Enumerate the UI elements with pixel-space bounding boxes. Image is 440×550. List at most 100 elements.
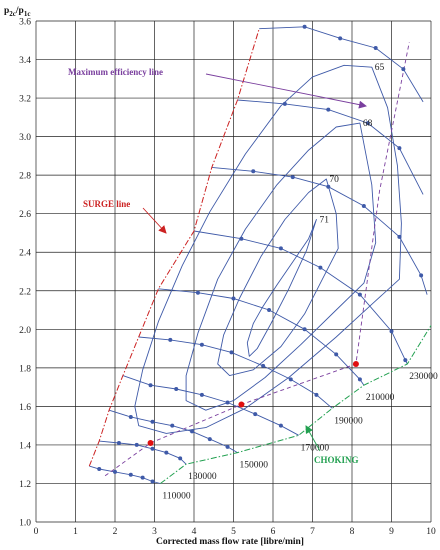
speed-line-label: 230000 (409, 372, 438, 382)
speed-line-point (225, 400, 230, 405)
speed-line-label: 210000 (366, 393, 395, 403)
y-tick-label: 3.2 (19, 95, 31, 105)
speed-line-point (318, 265, 323, 270)
speed-line-point (357, 377, 362, 382)
speed-line-point (134, 442, 139, 447)
x-tick-label: 3 (152, 527, 157, 537)
x-axis-title: Corrected mass flow rate [libre/min] (156, 537, 304, 547)
x-tick-label: 0 (34, 527, 39, 537)
y-tick-label: 1.8 (19, 364, 31, 374)
speed-line-point (174, 387, 179, 392)
efficiency-contours (134, 64, 402, 434)
x-tick-label: 7 (310, 527, 315, 537)
speed-line-point (128, 472, 133, 477)
speed-line (138, 336, 333, 409)
speed-line-point (140, 475, 145, 480)
speed-line (259, 26, 424, 103)
max-efficiency-label: Maximum efficiency line (68, 67, 163, 77)
surge-line (88, 28, 260, 467)
speed-line-label: 150000 (239, 461, 268, 471)
y-tick-label: 2.2 (19, 287, 31, 297)
speed-line-point (267, 308, 272, 313)
max-efficiency-line (104, 42, 410, 477)
speed-lines (89, 26, 428, 484)
speed-line-point (373, 45, 378, 50)
speed-line-point (128, 414, 133, 419)
efficiency-contour (217, 178, 339, 377)
speed-line-point (401, 67, 406, 72)
speed-line-markers (97, 24, 424, 484)
y-tick-label: 1.6 (19, 403, 31, 413)
speed-line (237, 99, 424, 195)
speed-line (99, 440, 187, 465)
speed-line-point (290, 175, 295, 180)
max-efficiency-arrow (205, 73, 367, 109)
curve-labels: 110000 130000 150000 170000 190000 210000 2300… (162, 63, 438, 501)
y-tick-label: 3.4 (19, 56, 31, 66)
speed-line-point (150, 446, 155, 451)
efficiency-contour-label: 71 (319, 215, 329, 225)
y-tick-label: 3.0 (19, 133, 31, 143)
speed-line-point (251, 169, 256, 174)
x-tick-label: 8 (350, 527, 355, 537)
speed-line-point (361, 203, 366, 208)
speed-line-point (365, 121, 370, 126)
efficiency-contour (185, 122, 377, 411)
speed-line (122, 375, 299, 436)
x-tick-label: 6 (271, 527, 276, 537)
speed-line-point (326, 184, 331, 189)
x-tick-label: 10 (426, 527, 436, 537)
speed-line-point (261, 363, 266, 368)
speed-line-point (302, 24, 307, 29)
speed-line-point (170, 423, 175, 428)
speed-line-point (113, 469, 117, 474)
speed-line-point (278, 423, 283, 428)
speed-line-point (168, 337, 173, 342)
speed-line-point (357, 292, 362, 297)
efficiency-contour-label: 70 (329, 175, 339, 185)
speed-line-point (282, 101, 287, 106)
speed-line-label: 130000 (188, 472, 217, 482)
speed-line-point (229, 350, 234, 355)
choking-label: CHOKING (314, 455, 359, 465)
speed-line-point (419, 273, 424, 278)
y-tick-label: 3.6 (19, 18, 31, 28)
choking-line (160, 325, 432, 484)
speed-line-point (397, 234, 402, 239)
speed-line-point (97, 467, 102, 472)
speed-line-point (178, 456, 183, 461)
speed-line-point (148, 383, 153, 388)
speed-line (108, 409, 238, 453)
operating-points (147, 360, 359, 446)
speed-line-point (150, 479, 155, 484)
speed-line-point (288, 377, 293, 382)
efficiency-contour-label: 68 (363, 119, 373, 129)
y-axis-title: p2c/p1c (4, 6, 30, 18)
y-tick-label: 1.0 (19, 519, 31, 529)
speed-line-point (403, 358, 408, 363)
x-tick-label: 9 (389, 527, 394, 537)
y-tick-label: 1.4 (19, 441, 31, 451)
y-tick-label: 2.6 (19, 210, 31, 220)
operating-point (352, 360, 359, 367)
operating-point (147, 439, 154, 446)
speed-line-point (150, 419, 155, 424)
x-tick-label: 5 (231, 527, 236, 537)
speed-line-point (278, 246, 283, 251)
operating-point (238, 401, 245, 408)
speed-line-point (207, 437, 212, 442)
speed-line-point (253, 412, 258, 417)
grid-layer (35, 20, 432, 523)
y-tick-label: 2.8 (19, 172, 31, 182)
efficiency-contour (246, 219, 317, 357)
speed-line-point (164, 450, 169, 455)
speed-line-label: 110000 (162, 491, 190, 501)
speed-line-point (314, 392, 319, 397)
speed-line-label: 170000 (301, 443, 330, 453)
speed-line (158, 288, 365, 386)
speed-line-point (389, 329, 394, 334)
speed-line-point (199, 342, 204, 347)
y-tick-label: 2.0 (19, 326, 31, 336)
speed-line (193, 230, 408, 365)
